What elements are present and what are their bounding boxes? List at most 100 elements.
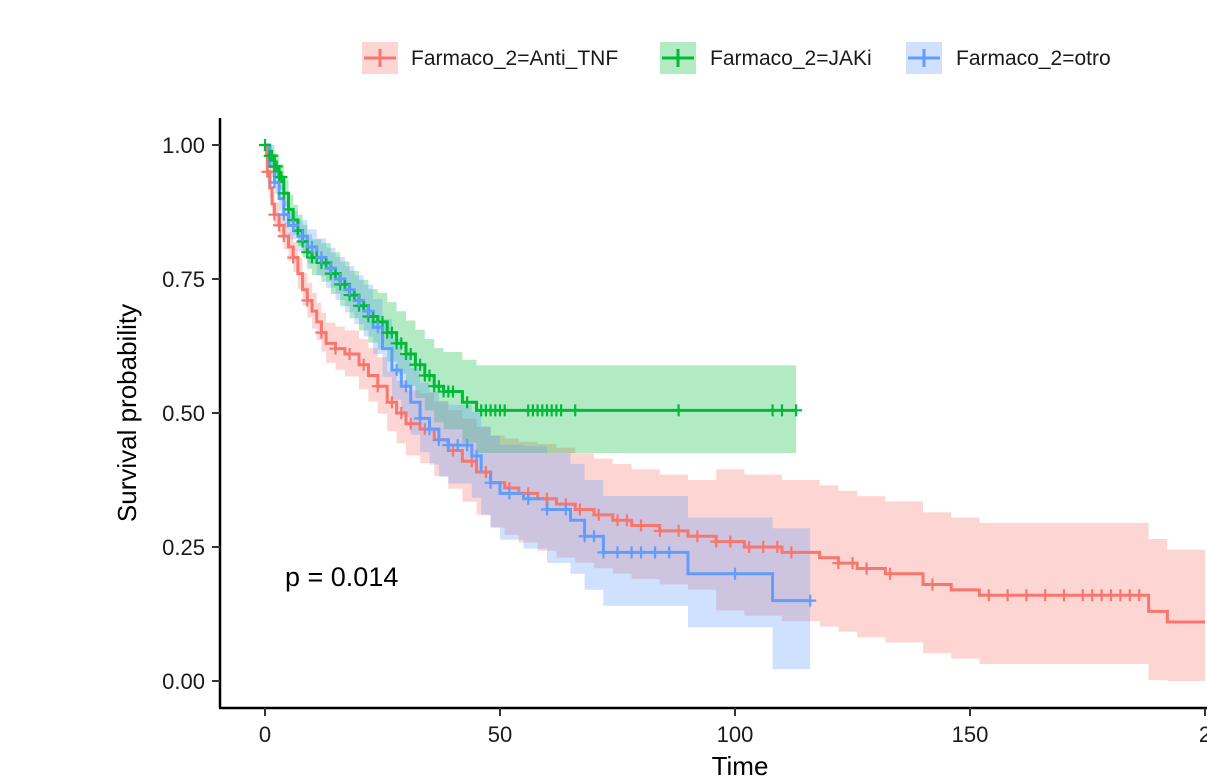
- censor-mark-anti-tnf-34: [757, 541, 770, 553]
- censor-mark-otro-15: [423, 423, 436, 436]
- censor-mark-otro-20: [470, 449, 483, 462]
- band-otro: [265, 145, 811, 670]
- censor-mark-anti-tnf-8: [343, 348, 356, 361]
- confidence-bands: [265, 145, 1205, 681]
- censor-mark-jaki-58: [555, 404, 568, 417]
- censor-mark-anti-tnf-26: [620, 514, 633, 527]
- censor-mark-otro-22: [503, 487, 516, 500]
- legend-item-jaki: Farmaco_2=JAKi: [660, 42, 872, 74]
- x-tick-label-3: 150: [952, 722, 989, 747]
- p-value-annotation: p = 0.014: [285, 562, 398, 592]
- censor-mark-anti-tnf-31: [710, 535, 723, 548]
- x-axis-title: Time: [712, 751, 769, 777]
- censor-mark-jaki-36: [414, 358, 427, 371]
- y-tick-label-1: 0.25: [162, 535, 205, 560]
- x-tick-label-4: 2: [1199, 722, 1207, 747]
- censor-mark-anti-tnf-7: [329, 342, 342, 355]
- censor-mark-otro-8: [343, 283, 356, 296]
- legend-item-otro: Farmaco_2=otro: [906, 42, 1111, 74]
- censor-mark-jaki-2: [266, 149, 279, 162]
- legend-label-otro: Farmaco_2=otro: [956, 47, 1111, 70]
- censor-mark-otro-21: [484, 476, 497, 489]
- censor-mark-anti-tnf-46: [1058, 589, 1070, 602]
- censor-mark-anti-tnf-21: [541, 492, 553, 505]
- x-tick-label-2: 100: [717, 722, 754, 747]
- censor-mark-anti-tnf-0: [261, 165, 274, 178]
- censor-mark-jaki-44: [461, 396, 474, 409]
- legend-item-anti-tnf: Farmaco_2=Anti_TNF: [362, 42, 618, 74]
- censor-mark-jaki-32: [395, 337, 408, 350]
- censor-mark-otro-10: [362, 305, 375, 318]
- censor-mark-otro-35: [804, 594, 817, 607]
- censor-mark-anti-tnf-32: [724, 535, 737, 548]
- censor-mark-otro-14: [414, 412, 427, 425]
- y-tick-label-2: 0.50: [162, 401, 205, 426]
- censor-mark-anti-tnf-27: [635, 519, 647, 532]
- censor-mark-anti-tnf-29: [672, 524, 685, 537]
- censor-mark-otro-0: [268, 176, 281, 189]
- censor-mark-otro-1: [277, 208, 290, 221]
- censor-mark-otro-4: [306, 240, 318, 253]
- censor-mark-otro-25: [559, 503, 572, 516]
- censor-mark-anti-tnf-40: [884, 567, 897, 580]
- censor-mark-jaki-63: [790, 404, 803, 417]
- censor-mark-jaki-7: [277, 187, 290, 200]
- censor-mark-anti-tnf-44: [1020, 589, 1033, 602]
- censor-mark-jaki-4: [270, 160, 283, 173]
- censor-mark-otro-23: [522, 492, 535, 505]
- censor-mark-jaki-34: [404, 348, 417, 361]
- censor-mark-otro-9: [353, 294, 365, 307]
- censor-mark-anti-tnf-23: [573, 503, 586, 516]
- censor-mark-jaki-59: [569, 404, 582, 417]
- y-axis-title: Survival probability: [112, 304, 142, 522]
- censor-mark-anti-tnf-13: [404, 417, 417, 430]
- censor-mark-anti-tnf-5: [301, 294, 314, 307]
- legend-label-anti-tnf: Farmaco_2=Anti_TNF: [411, 47, 618, 70]
- censor-mark-otro-19: [461, 439, 474, 452]
- y-tick-label-4: 1.00: [162, 133, 205, 158]
- censor-mark-anti-tnf-38: [846, 557, 859, 570]
- censor-mark-anti-tnf-39: [860, 562, 873, 575]
- censor-mark-anti-tnf-28: [653, 524, 666, 537]
- censor-mark-jaki-62: [776, 404, 788, 417]
- censor-mark-anti-tnf-2: [273, 219, 286, 232]
- x-tick-label-0: 0: [259, 722, 271, 747]
- y-tick-label-0: 0.00: [162, 669, 205, 694]
- x-tick-label-1: 50: [488, 722, 512, 747]
- censor-mark-otro-34: [729, 567, 741, 580]
- censor-mark-otro-12: [390, 364, 403, 377]
- censor-mark-jaki-30: [385, 326, 398, 339]
- censor-mark-otro-2: [287, 219, 300, 232]
- censor-mark-anti-tnf-33: [743, 541, 756, 553]
- censor-mark-otro-31: [635, 546, 647, 559]
- censor-mark-otro-27: [588, 530, 600, 543]
- x-axis-ticks: 0 50 100 150 2: [259, 708, 1207, 747]
- censor-marks: [259, 139, 1146, 607]
- censor-mark-otro-6: [324, 262, 337, 275]
- censor-mark-anti-tnf-43: [1001, 589, 1014, 602]
- censor-mark-otro-28: [597, 546, 610, 559]
- y-tick-label-3: 0.75: [162, 267, 205, 292]
- censor-mark-anti-tnf-41: [926, 578, 939, 591]
- censor-mark-otro-11: [371, 321, 384, 334]
- censor-mark-otro-13: [400, 380, 412, 393]
- censor-mark-anti-tnf-45: [1039, 589, 1052, 602]
- censor-mark-otro-33: [663, 546, 676, 559]
- censor-mark-anti-tnf-37: [832, 557, 845, 570]
- censor-mark-otro-5: [315, 251, 328, 264]
- censor-mark-anti-tnf-10: [371, 380, 384, 393]
- censor-mark-anti-tnf-35: [771, 541, 784, 553]
- censor-mark-jaki-0: [259, 139, 271, 151]
- band-jaki: [265, 145, 797, 480]
- band-anti-tnf: [265, 145, 1205, 681]
- censor-mark-anti-tnf-18: [479, 465, 492, 478]
- censor-mark-otro-7: [334, 273, 347, 285]
- censor-mark-anti-tnf-11: [385, 396, 398, 409]
- legend: Farmaco_2=Anti_TNF Farmaco_2=JAKi Farmac…: [362, 42, 1111, 74]
- censor-mark-anti-tnf-24: [592, 508, 605, 521]
- censor-mark-anti-tnf-4: [287, 251, 300, 264]
- censor-mark-anti-tnf-3: [277, 230, 290, 243]
- censor-mark-otro-32: [649, 546, 662, 559]
- censor-mark-otro-24: [541, 503, 553, 516]
